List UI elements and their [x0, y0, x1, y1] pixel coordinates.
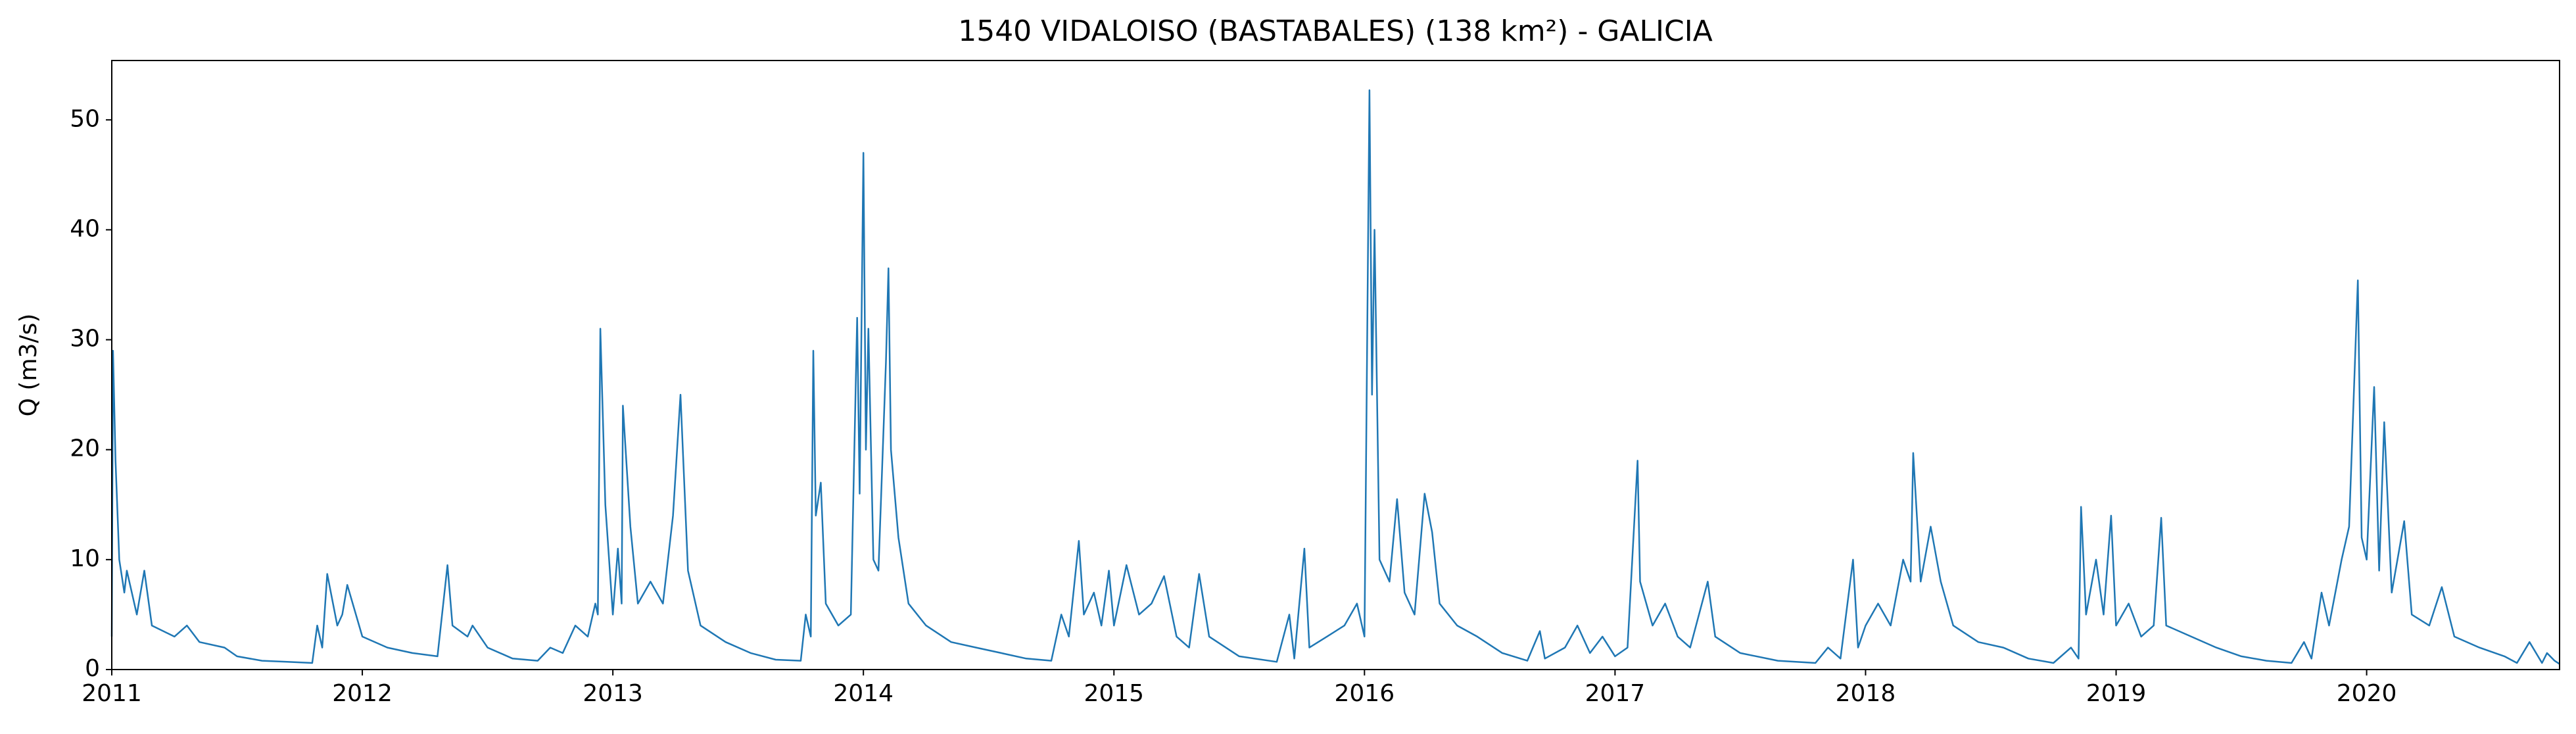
x-tick-label: 2014	[833, 680, 894, 707]
x-tick-label: 2011	[82, 680, 142, 707]
y-tick-label: 20	[70, 435, 100, 462]
x-tick-label: 2015	[1084, 680, 1144, 707]
x-tick-label: 2020	[2337, 680, 2397, 707]
x-tick-label: 2012	[332, 680, 393, 707]
x-tick-label: 2017	[1585, 680, 1646, 707]
y-tick-label: 10	[70, 545, 100, 572]
y-axis-label: Q (m3/s)	[15, 314, 42, 417]
x-tick-label: 2013	[583, 680, 643, 707]
y-tick-label: 40	[70, 215, 100, 242]
chart-title: 1540 VIDALOISO (BASTABALES) (138 km²) - …	[958, 14, 1713, 48]
y-tick-label: 50	[70, 105, 100, 132]
x-tick-label: 2016	[1335, 680, 1395, 707]
plot-frame	[111, 60, 2560, 670]
y-tick-label: 0	[85, 655, 100, 682]
y-tick-label: 30	[70, 326, 100, 353]
x-tick-label: 2019	[2086, 680, 2147, 707]
data-line	[110, 89, 2560, 665]
x-tick-label: 2018	[1836, 680, 1896, 707]
